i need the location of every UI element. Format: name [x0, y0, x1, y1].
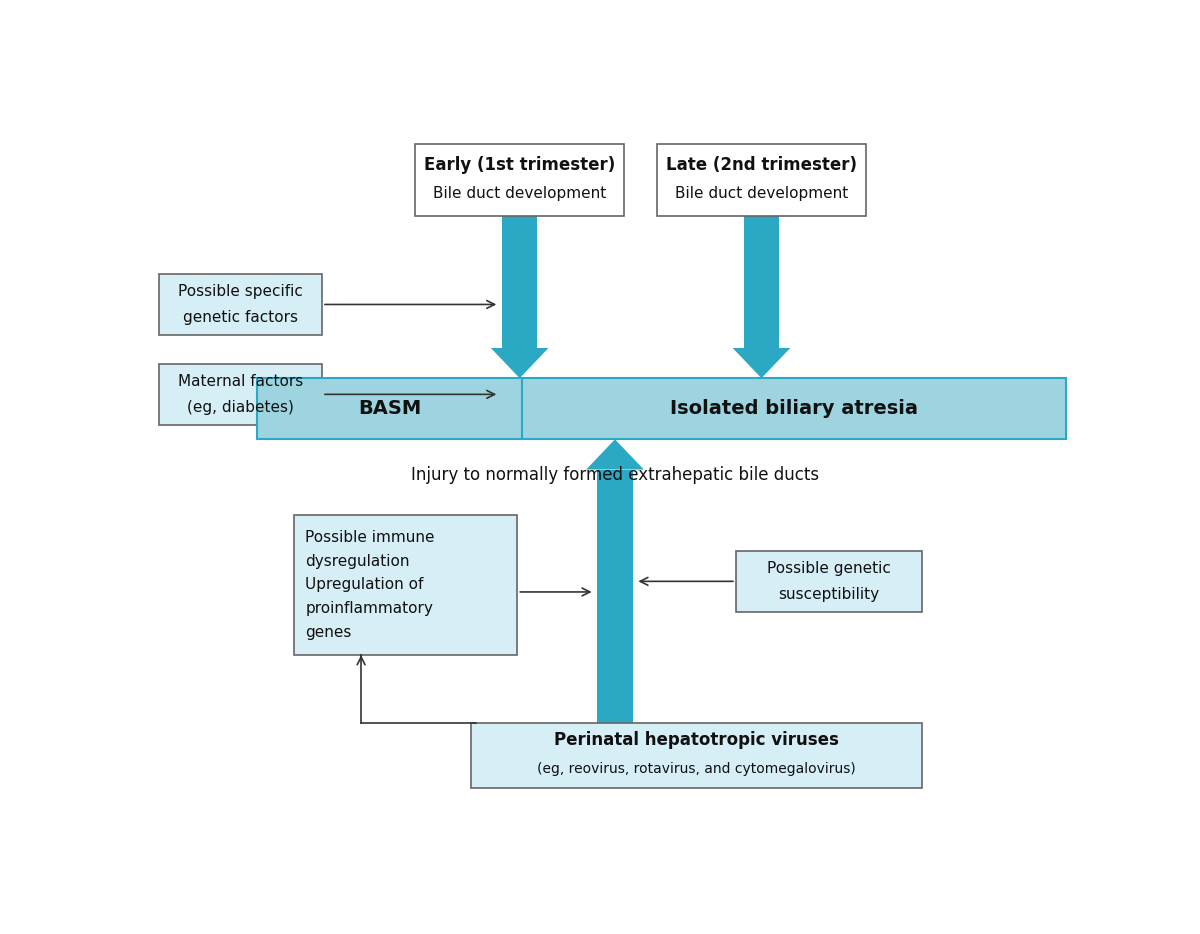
Text: Injury to normally formed extrahepatic bile ducts: Injury to normally formed extrahepatic b… [410, 466, 820, 484]
FancyBboxPatch shape [656, 145, 866, 217]
Polygon shape [744, 217, 779, 348]
Polygon shape [491, 348, 548, 378]
Text: Possible immune: Possible immune [305, 530, 434, 545]
Text: genes: genes [305, 625, 352, 640]
Text: (eg, reovirus, rotavirus, and cytomegalovirus): (eg, reovirus, rotavirus, and cytomegalo… [536, 762, 856, 776]
Text: BASM: BASM [358, 399, 421, 418]
Text: Isolated biliary atresia: Isolated biliary atresia [670, 399, 918, 418]
Polygon shape [586, 439, 644, 470]
Polygon shape [598, 470, 632, 723]
Polygon shape [502, 217, 538, 348]
Text: Early (1st trimester): Early (1st trimester) [424, 156, 616, 174]
Text: dysregulation: dysregulation [305, 554, 410, 569]
FancyBboxPatch shape [160, 364, 322, 425]
Text: genetic factors: genetic factors [184, 310, 298, 325]
Text: Possible specific: Possible specific [179, 284, 304, 299]
FancyBboxPatch shape [736, 551, 922, 612]
FancyBboxPatch shape [294, 515, 517, 655]
FancyBboxPatch shape [257, 378, 1066, 439]
Text: susceptibility: susceptibility [779, 587, 880, 601]
Text: Maternal factors: Maternal factors [178, 374, 304, 389]
Text: Perinatal hepatotropic viruses: Perinatal hepatotropic viruses [554, 731, 839, 749]
Text: Bile duct development: Bile duct development [674, 186, 848, 201]
Text: Possible genetic: Possible genetic [767, 561, 890, 576]
Text: Upregulation of: Upregulation of [305, 577, 424, 592]
Text: Late (2nd trimester): Late (2nd trimester) [666, 156, 857, 174]
FancyBboxPatch shape [470, 723, 922, 788]
Text: Bile duct development: Bile duct development [433, 186, 606, 201]
Polygon shape [733, 348, 791, 378]
Text: (eg, diabetes): (eg, diabetes) [187, 400, 294, 415]
Text: proinflammatory: proinflammatory [305, 601, 433, 616]
FancyBboxPatch shape [415, 145, 624, 217]
FancyBboxPatch shape [160, 274, 322, 335]
